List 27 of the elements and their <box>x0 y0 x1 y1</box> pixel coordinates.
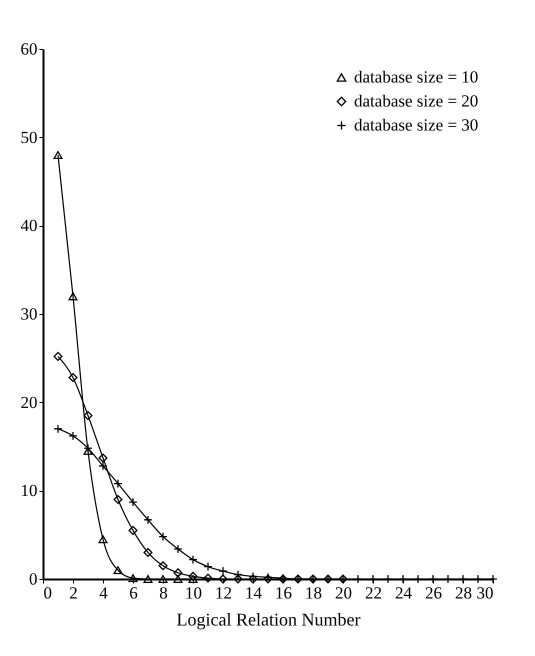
x-tick-label: 18 <box>305 584 322 602</box>
x-tick-label: 14 <box>245 584 262 602</box>
x-tick-label: 6 <box>129 584 138 602</box>
x-tick-label: 20 <box>335 584 352 602</box>
y-tick-label: 30 <box>20 304 38 324</box>
legend-label: database size = 20 <box>354 92 478 110</box>
x-tick-label: 24 <box>395 584 412 602</box>
y-tick-label: 50 <box>20 128 38 147</box>
legend-label: database size = 30 <box>354 116 478 134</box>
y-tick-label: 10 <box>20 481 38 500</box>
x-tick-label: 16 <box>275 584 292 602</box>
y-tick-label: 0 <box>29 570 38 588</box>
x-tick-label: 26 <box>425 584 442 602</box>
x-tick-label: 4 <box>99 584 108 602</box>
x-tick-label: 22 <box>365 584 382 602</box>
x-tick-label: 30 <box>476 584 494 602</box>
legend-label: database size = 10 <box>354 68 478 86</box>
y-tick-label: 40 <box>20 216 38 236</box>
x-tick-label: 28 <box>455 584 472 602</box>
x-axis-title: Logical Relation Number <box>176 610 360 630</box>
x-tick-label: 10 <box>185 584 202 602</box>
y-tick-label: 20 <box>20 392 38 412</box>
x-tick-label: 8 <box>159 584 168 602</box>
y-tick-label: 60 <box>20 40 38 58</box>
x-tick-label: 2 <box>69 584 78 602</box>
x-tick-label: 12 <box>215 584 232 602</box>
x-tick-label: 0 <box>44 584 52 602</box>
